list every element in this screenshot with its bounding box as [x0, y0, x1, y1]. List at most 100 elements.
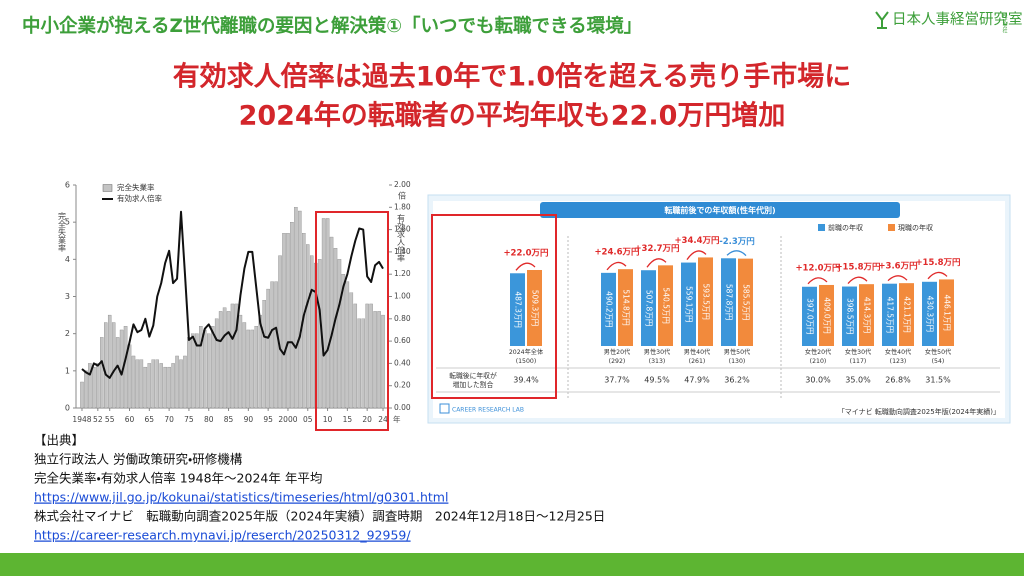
y-tick-label: 2 [65, 329, 70, 338]
bar [681, 262, 696, 346]
source-text: 株式会社マイナビ 転職動向調査2025年版（2024年実績）調査時期 2024年… [34, 509, 605, 524]
value-label: 509.3万円 [531, 290, 540, 326]
bar [163, 366, 167, 409]
value-label: 593.5万円 [702, 283, 711, 319]
y2-tick-label: 0.20 [394, 381, 411, 390]
value-label: 409.0万円 [823, 297, 832, 333]
share-label: 増加した割合 [453, 380, 494, 389]
category-label: 男性20代 [604, 348, 631, 356]
bar [286, 233, 290, 409]
change-label: +3.6万円 [878, 262, 917, 272]
bar [242, 322, 247, 409]
change-arrow [726, 250, 747, 257]
x-tick-label: 55 [105, 415, 115, 424]
bar [191, 333, 195, 409]
y-tick-label: 1 [65, 366, 70, 375]
x-tick-label: 80 [204, 415, 214, 424]
bar [527, 269, 542, 346]
bar [842, 286, 857, 346]
bar [238, 314, 243, 409]
legend-swatch [818, 224, 825, 231]
value-label: 487.3万円 [514, 291, 523, 327]
value-label: 446.1万円 [943, 294, 952, 330]
bar [802, 286, 817, 346]
bar [210, 326, 215, 409]
x-tick-label: 60 [125, 415, 135, 424]
source-text: 【出典】 [34, 433, 84, 448]
bar [175, 355, 179, 409]
bar [658, 265, 673, 346]
bar [230, 303, 235, 409]
y2-tick-label: 1.40 [394, 247, 411, 256]
change-label: +22.0万円 [503, 248, 548, 258]
bar [819, 284, 834, 346]
bar [290, 222, 294, 409]
x-tick-label: 75 [184, 415, 194, 424]
title-bar [540, 202, 900, 218]
share-value: 36.2% [724, 376, 750, 385]
y-axis-title: 完全失業率 [58, 212, 67, 253]
value-label: 585.5万円 [742, 284, 751, 320]
share-value: 30.0% [805, 376, 831, 385]
bar [218, 311, 223, 409]
y-tick-label: 0 [65, 404, 70, 413]
bar [135, 359, 140, 409]
bar [151, 359, 156, 409]
bar [214, 318, 219, 409]
bar [203, 329, 207, 409]
bar [250, 329, 255, 409]
share-value: 39.4% [513, 376, 539, 385]
source-link[interactable]: https://career-research.mynavi.jp/reserc… [34, 528, 411, 543]
x-tick-label: 90 [244, 415, 254, 424]
bar [139, 359, 144, 409]
share-value: 49.5% [644, 376, 670, 385]
value-label: 559.1万円 [685, 286, 694, 322]
bar [282, 233, 286, 409]
bar [167, 366, 171, 409]
bar [361, 318, 365, 409]
sample-size: (292) [609, 358, 626, 365]
x-tick-label: 20 [362, 415, 372, 424]
bar [115, 337, 120, 409]
bar [601, 272, 616, 346]
highlight-box [431, 214, 557, 399]
header-title: 中小企業が抱えるZ世代離職の要因と解決策①「いつでも転職できる環境」 [22, 15, 642, 37]
x-unit: 年 [393, 414, 401, 424]
bar [939, 279, 954, 346]
bar [183, 355, 187, 409]
bar [899, 283, 914, 346]
sample-size: (261) [689, 358, 706, 365]
x-tick-label: 05 [303, 415, 313, 424]
source-link[interactable]: https://www.jil.go.jp/kokunai/statistics… [34, 490, 448, 505]
y2-tick-label: 0.40 [394, 358, 411, 367]
bar [96, 363, 100, 409]
x-tick-label: 85 [224, 415, 234, 424]
x-tick-label: 95 [263, 415, 273, 424]
share-value: 37.7% [604, 376, 630, 385]
source-text: 独立行政法人 労働政策研究・研修機構 [34, 452, 243, 467]
y-tick-label: 6 [65, 181, 70, 190]
value-label: 507.8万円 [645, 290, 654, 326]
y2-tick-label: 0.60 [394, 336, 411, 345]
sample-size: (210) [810, 358, 827, 365]
bar [80, 381, 84, 409]
bar [333, 248, 338, 409]
line [81, 210, 384, 379]
bar [365, 303, 369, 409]
bar [738, 258, 753, 346]
x-tick-label: 52 [93, 415, 103, 424]
bar [377, 311, 381, 409]
share-value: 31.5% [925, 376, 951, 385]
category-label: 男性50代 [724, 348, 751, 356]
sample-size: (130) [729, 358, 746, 365]
y2-tick-label: 0.80 [394, 314, 411, 323]
bar [127, 344, 132, 409]
change-arrow [686, 250, 707, 260]
change-arrow [807, 277, 828, 285]
y2-unit: 倍 [398, 191, 406, 201]
bar [159, 363, 163, 409]
bar [341, 274, 346, 409]
